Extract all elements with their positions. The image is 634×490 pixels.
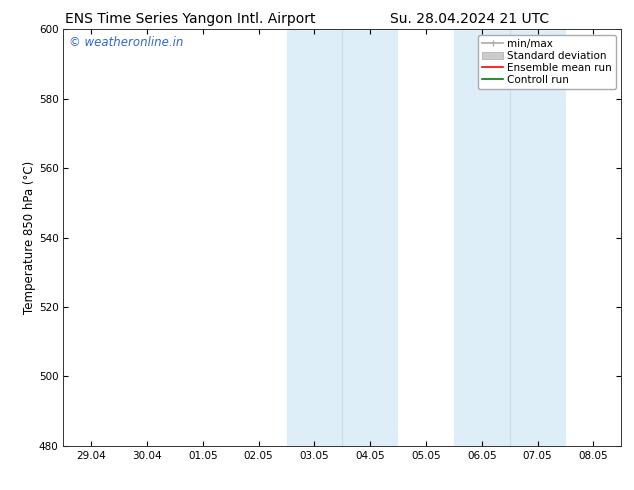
- Legend: min/max, Standard deviation, Ensemble mean run, Controll run: min/max, Standard deviation, Ensemble me…: [478, 35, 616, 89]
- Text: Su. 28.04.2024 21 UTC: Su. 28.04.2024 21 UTC: [390, 12, 548, 26]
- Y-axis label: Temperature 850 hPa (°C): Temperature 850 hPa (°C): [23, 161, 36, 314]
- Bar: [287, 29, 398, 446]
- Text: © weatheronline.in: © weatheronline.in: [69, 36, 183, 49]
- Bar: [454, 29, 566, 446]
- Text: ENS Time Series Yangon Intl. Airport: ENS Time Series Yangon Intl. Airport: [65, 12, 316, 26]
